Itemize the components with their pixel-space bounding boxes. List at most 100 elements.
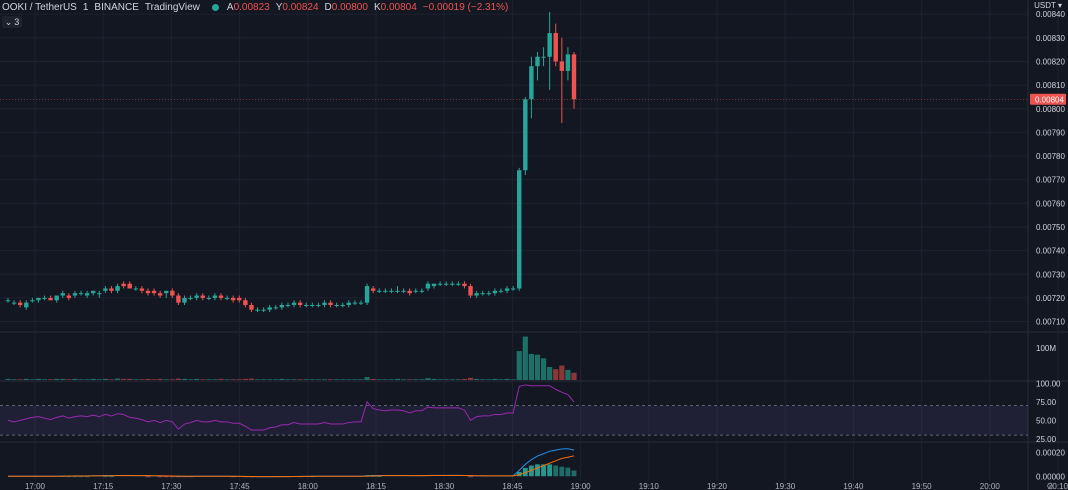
volume-bar bbox=[145, 378, 151, 380]
volume-bar bbox=[187, 379, 194, 380]
macd-histogram-bar bbox=[145, 476, 151, 478]
candle-body bbox=[24, 302, 29, 308]
volume-bar bbox=[480, 379, 486, 380]
candle-body bbox=[261, 309, 266, 311]
price-tick-label: 0.00830 bbox=[1036, 34, 1065, 43]
volume-bar bbox=[163, 379, 169, 380]
macd-histogram-bar bbox=[516, 471, 522, 477]
volume-bar bbox=[431, 378, 437, 380]
last-price-tag bbox=[1030, 93, 1066, 105]
candle-body bbox=[456, 283, 461, 285]
volume-bar bbox=[413, 379, 419, 380]
candle-body bbox=[565, 54, 571, 71]
volume-bar bbox=[571, 372, 577, 380]
candle-body bbox=[377, 290, 382, 292]
volume-bar bbox=[394, 378, 401, 380]
candle-body bbox=[486, 293, 491, 295]
time-tick-label: 19:00 bbox=[571, 482, 592, 490]
candle-body bbox=[340, 304, 345, 306]
candle-body bbox=[237, 297, 242, 301]
macd-histogram-bar bbox=[547, 464, 553, 477]
candle-body bbox=[200, 295, 205, 298]
gear-icon: ⚙ bbox=[1046, 481, 1054, 490]
price-tick-label: 0.00710 bbox=[1036, 318, 1065, 327]
candle-body bbox=[492, 290, 498, 294]
volume-bar bbox=[467, 377, 474, 380]
interval-label[interactable]: 1 bbox=[82, 2, 89, 13]
candle-body bbox=[139, 288, 145, 291]
volume-bar bbox=[151, 379, 157, 380]
volume-bar bbox=[181, 378, 188, 380]
volume-bar bbox=[419, 379, 425, 380]
candle-body bbox=[328, 302, 333, 305]
candle-body bbox=[230, 297, 236, 301]
candle-body bbox=[279, 304, 285, 308]
macd-histogram-bar bbox=[376, 476, 382, 478]
candle-body bbox=[547, 33, 552, 57]
volume-bar bbox=[340, 379, 346, 380]
candle-body bbox=[17, 302, 23, 305]
candle-body bbox=[389, 290, 394, 292]
macd-tick-label: 0.00020 bbox=[1036, 449, 1065, 458]
symbol-name[interactable]: OOKI / TetherUS bbox=[2, 2, 77, 13]
macd-histogram-bar bbox=[571, 470, 577, 477]
macd-histogram-bar bbox=[528, 465, 534, 477]
candle-body bbox=[249, 304, 254, 310]
time-tick-label: 20:10 bbox=[1048, 482, 1068, 490]
time-tick-label: 17:30 bbox=[161, 482, 182, 490]
price-tick-label: 0.00780 bbox=[1036, 152, 1065, 161]
volume-bar bbox=[376, 379, 382, 380]
volume-bar bbox=[261, 379, 267, 380]
macd-histogram-bar bbox=[522, 467, 528, 477]
volume-bar bbox=[23, 378, 29, 380]
volume-bar bbox=[565, 369, 571, 380]
candle-body bbox=[42, 297, 47, 299]
candle-body bbox=[383, 290, 388, 292]
currency-selector[interactable]: USDT ▾ bbox=[1034, 1, 1062, 10]
time-tick-label: 17:15 bbox=[93, 482, 114, 490]
candle-body bbox=[419, 290, 425, 292]
macd-histogram-bar bbox=[553, 465, 559, 477]
candle-body bbox=[462, 283, 467, 287]
rsi-tick-label: 50.00 bbox=[1036, 416, 1057, 425]
time-tick-label: 19:20 bbox=[707, 482, 728, 490]
candle-body bbox=[510, 288, 516, 290]
candle-body bbox=[541, 56, 546, 58]
time-tick-label: 18:30 bbox=[434, 482, 455, 490]
volume-bar bbox=[492, 378, 498, 380]
candle-body bbox=[437, 283, 443, 285]
candle-body bbox=[255, 309, 260, 311]
candle-body bbox=[145, 290, 151, 294]
macd-histogram-bar bbox=[109, 476, 114, 478]
candle-body bbox=[358, 302, 364, 304]
volume-bar bbox=[78, 379, 84, 380]
candle-body bbox=[559, 61, 565, 71]
candle-body bbox=[30, 300, 35, 302]
indicators-collapse-button[interactable]: ⌄ 3 bbox=[2, 16, 22, 28]
market-status-icon bbox=[211, 4, 219, 11]
candle-body bbox=[517, 170, 522, 289]
rsi-tick-label: 75.00 bbox=[1036, 398, 1057, 407]
chevron-down-icon: ▾ bbox=[1057, 1, 1062, 10]
volume-bar bbox=[443, 379, 449, 380]
candle-body bbox=[170, 290, 175, 296]
volume-bar bbox=[400, 379, 407, 380]
volume-bar bbox=[60, 378, 66, 380]
signal-line bbox=[8, 455, 575, 478]
candle-body bbox=[285, 304, 291, 306]
price-tick-label: 0.00790 bbox=[1036, 128, 1065, 137]
price-tick-label: 0.00750 bbox=[1036, 223, 1065, 232]
volume-bar bbox=[291, 379, 297, 380]
volume-bar bbox=[425, 378, 431, 380]
candle-body bbox=[267, 307, 272, 310]
volume-bar bbox=[547, 366, 553, 380]
volume-bar bbox=[334, 379, 340, 380]
volume-tick-label: 100M bbox=[1036, 344, 1056, 353]
time-tick-label: 20:00 bbox=[980, 482, 1001, 490]
macd-histogram-bar bbox=[163, 476, 169, 478]
time-tick-label: 17:00 bbox=[25, 482, 46, 490]
ohlc-close: K0.00804 bbox=[373, 2, 417, 13]
candle-body bbox=[218, 295, 224, 298]
